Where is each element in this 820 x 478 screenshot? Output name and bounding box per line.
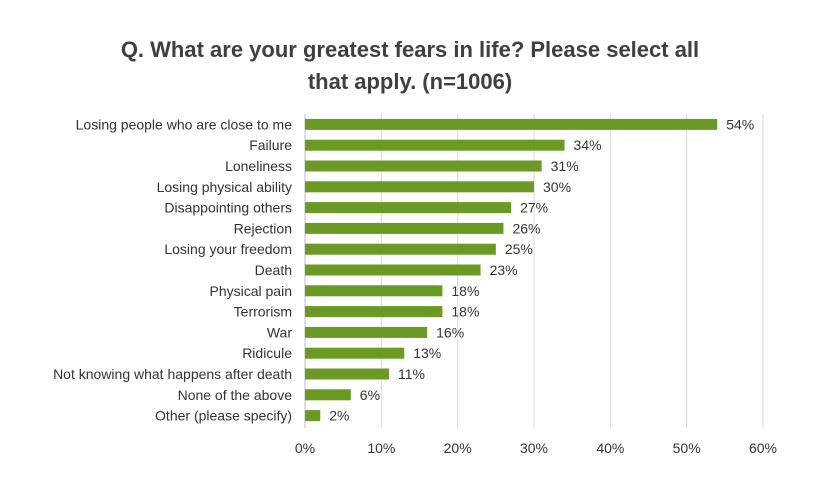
chart-title-line-2: that apply. (n=1006) xyxy=(307,69,513,94)
value-label-7: 23% xyxy=(490,262,518,278)
bar-6 xyxy=(305,243,496,255)
value-label-10: 16% xyxy=(436,324,464,340)
value-label-1: 34% xyxy=(574,137,602,153)
category-label-4: Disappointing others xyxy=(164,200,292,216)
chart-title: Q. What are your greatest fears in life?… xyxy=(0,34,820,98)
bar-14 xyxy=(305,410,321,422)
value-label-9: 18% xyxy=(451,304,479,320)
category-label-2: Loneliness xyxy=(225,158,292,174)
bar-9 xyxy=(305,306,443,318)
bar-0 xyxy=(305,118,718,130)
bar-2 xyxy=(305,160,542,172)
value-label-3: 30% xyxy=(543,179,571,195)
x-tick-label-0: 0% xyxy=(295,440,315,456)
category-label-7: Death xyxy=(255,262,292,278)
value-labels: 54% 34% 31% 30% 27% 26% 25% 23% 18% 18% 16% 13% 11% 6… xyxy=(329,116,754,423)
category-label-11: Ridicule xyxy=(242,345,292,361)
category-label-5: Rejection xyxy=(234,220,292,236)
bar-12 xyxy=(305,368,389,380)
value-label-14: 2% xyxy=(329,408,349,424)
category-label-10: War xyxy=(267,324,292,340)
bar-1 xyxy=(305,139,565,151)
value-label-6: 25% xyxy=(505,241,533,257)
x-tick-label-60: 60% xyxy=(749,440,777,456)
value-label-2: 31% xyxy=(551,158,579,174)
category-label-0: Losing people who are close to me xyxy=(76,116,293,132)
value-label-4: 27% xyxy=(520,200,548,216)
value-label-5: 26% xyxy=(512,220,540,236)
bar-8 xyxy=(305,285,443,297)
value-label-12: 11% xyxy=(398,366,425,382)
category-label-13: None of the above xyxy=(178,387,293,403)
x-tick-label-30: 30% xyxy=(520,440,548,456)
category-label-1: Failure xyxy=(249,137,292,153)
category-label-6: Losing your freedom xyxy=(164,241,292,257)
bar-4 xyxy=(305,202,512,214)
bar-7 xyxy=(305,264,481,276)
category-label-9: Terrorism xyxy=(234,304,292,320)
value-label-8: 18% xyxy=(451,283,479,299)
x-tick-label-20: 20% xyxy=(444,440,472,456)
bar-10 xyxy=(305,326,428,338)
bars xyxy=(305,118,718,422)
bar-5 xyxy=(305,222,504,234)
category-label-8: Physical pain xyxy=(210,283,293,299)
category-labels: Losing people who are close to me Failure… xyxy=(53,116,292,423)
x-axis-tick-labels: 0% 10% 20% 30% 40% 50% 60% xyxy=(295,440,777,456)
category-label-12: Not knowing what happens after death xyxy=(53,366,292,382)
value-label-0: 54% xyxy=(726,116,754,132)
chart-title-line-1: Q. What are your greatest fears in life?… xyxy=(120,37,700,62)
value-label-11: 13% xyxy=(413,345,441,361)
bar-3 xyxy=(305,181,534,193)
bar-13 xyxy=(305,389,351,401)
category-label-3: Losing physical ability xyxy=(157,179,292,195)
value-label-13: 6% xyxy=(360,387,380,403)
x-tick-label-40: 40% xyxy=(596,440,624,456)
x-tick-label-10: 10% xyxy=(367,440,395,456)
x-tick-label-50: 50% xyxy=(673,440,701,456)
category-label-14: Other (please specify) xyxy=(155,408,292,424)
bar-11 xyxy=(305,347,405,359)
